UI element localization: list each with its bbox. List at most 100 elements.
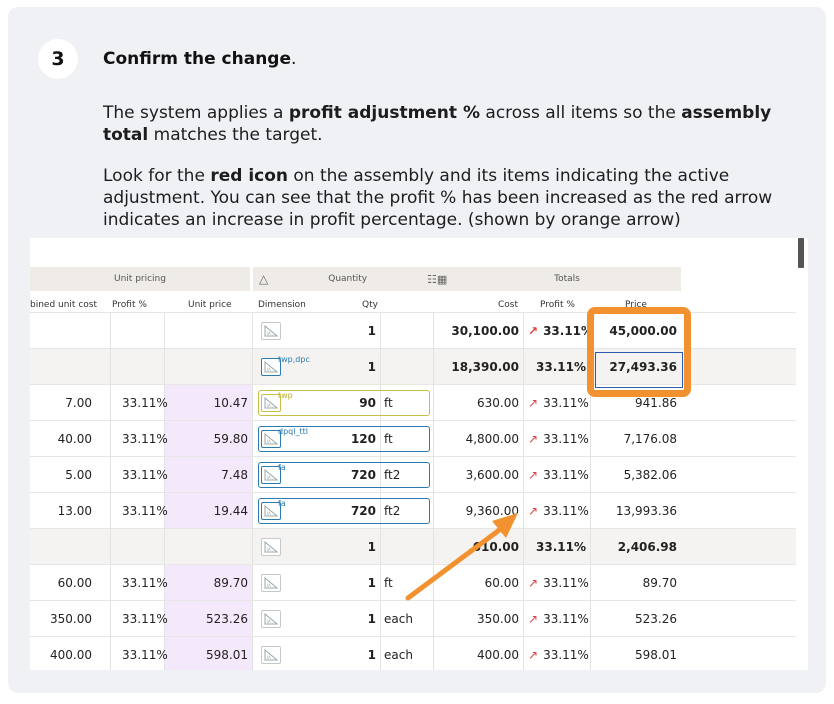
total-profit-cell[interactable]: ↗ 33.11% — [528, 601, 594, 637]
scrollbar-thumb[interactable] — [798, 238, 804, 268]
combined-unit-cost-cell[interactable]: 350.00 — [50, 612, 92, 626]
price-cell[interactable]: 27,493.36 — [609, 360, 677, 374]
column-divider — [252, 385, 253, 421]
total-profit-cell[interactable]: ↗ 33.11% — [528, 385, 594, 421]
unit-price-cell[interactable]: 598.01 — [206, 648, 248, 662]
table-row[interactable]: IA 1,610.00 33.11% 2,406.98 — [30, 528, 796, 565]
col-header-dimension[interactable]: Dimension — [258, 300, 306, 310]
dimension-icon[interactable]: IA — [261, 466, 281, 484]
unit-price-cell[interactable]: 7.48 — [221, 468, 248, 482]
cost-cell[interactable]: 3,600.00 — [465, 468, 519, 482]
table-row[interactable]: 400.00 33.11% 598.01 IA 1 each 400.00 ↗ 33.11% 59… — [30, 636, 796, 670]
total-profit-cell[interactable]: ↗ 33.11% — [528, 457, 594, 493]
dimension-icon[interactable]: IA — [261, 538, 281, 556]
combined-unit-cost-cell[interactable]: 5.00 — [65, 468, 92, 482]
total-profit-cell[interactable]: ↗ 33.11% — [528, 565, 594, 601]
dimension-icon[interactable]: IA — [261, 574, 281, 592]
table-row[interactable]: 13.00 33.11% 19.44 IA fa 720 ft2 9,360.00 ↗ 33.11… — [30, 492, 796, 529]
total-profit-cell[interactable]: ↗ 33.11% — [528, 421, 594, 457]
vertical-scrollbar[interactable] — [796, 238, 808, 670]
table-row[interactable]: 60.00 33.11% 89.70 IA 1 ft 60.00 ↗ 33.11% 89.70 — [30, 564, 796, 601]
price-cell[interactable]: 5,382.06 — [623, 468, 677, 482]
total-profit-cell[interactable]: 33.11% — [528, 349, 586, 385]
unit-price-cell[interactable]: 523.26 — [206, 612, 248, 626]
qty-cell[interactable]: 1 — [367, 324, 376, 338]
cost-cell[interactable]: 60.00 — [484, 576, 519, 590]
qty-cell[interactable]: 1 — [367, 576, 376, 590]
unit-price-cell[interactable]: 59.80 — [213, 432, 248, 446]
cost-cell[interactable]: 30,100.00 — [451, 324, 519, 338]
qty-cell[interactable]: 120 — [350, 432, 376, 446]
profit-percent-cell[interactable]: 33.11% — [122, 396, 168, 410]
col-header-price[interactable]: Price — [625, 300, 647, 310]
qty-cell[interactable]: 1 — [367, 360, 376, 374]
profit-percent-cell[interactable]: 33.11% — [122, 468, 168, 482]
dimension-icon[interactable]: IA — [261, 430, 281, 448]
table-row[interactable]: 350.00 33.11% 523.26 IA 1 each 350.00 ↗ 33.11% 52… — [30, 600, 796, 637]
qty-cell[interactable]: 1 — [367, 648, 376, 662]
price-cell[interactable]: 13,993.36 — [615, 504, 677, 518]
profit-percent-cell[interactable]: 33.11% — [122, 504, 168, 518]
price-cell[interactable]: 598.01 — [635, 648, 677, 662]
cost-cell[interactable]: 4,800.00 — [465, 432, 519, 446]
price-cell[interactable]: 2,406.98 — [617, 540, 677, 554]
col-header-total-profit[interactable]: Profit % — [540, 300, 575, 310]
quantity-input-box[interactable] — [258, 426, 430, 452]
total-profit-cell[interactable]: ↗ 33.11% — [528, 493, 594, 529]
dimension-icon[interactable]: IA — [261, 502, 281, 520]
unit-price-cell[interactable]: 89.70 — [213, 576, 248, 590]
price-cell[interactable]: 941.86 — [635, 396, 677, 410]
col-header-unit-price[interactable]: Unit price — [188, 300, 232, 310]
profit-percent-cell[interactable]: 33.11% — [122, 612, 168, 626]
cost-cell[interactable]: 400.00 — [477, 648, 519, 662]
combined-unit-cost-cell[interactable]: 13.00 — [57, 504, 92, 518]
table-row[interactable]: 7.00 33.11% 10.47 IA twp 90 ft 630.00 ↗ 33.11% 941… — [30, 384, 796, 421]
quantity-input-box[interactable] — [258, 390, 430, 416]
price-cell[interactable]: 45,000.00 — [609, 324, 677, 338]
col-header-profit[interactable]: Profit % — [112, 300, 147, 310]
combined-unit-cost-cell[interactable]: 40.00 — [57, 432, 92, 446]
column-divider — [433, 349, 434, 385]
cost-cell[interactable]: 9,360.00 — [465, 504, 519, 518]
col-header-combined-unit-cost[interactable]: bined unit cost — [30, 300, 97, 310]
total-profit-cell[interactable]: ↗ 33.11% — [528, 313, 594, 349]
qty-cell[interactable]: 1 — [367, 540, 376, 554]
cost-cell[interactable]: 630.00 — [477, 396, 519, 410]
trend-up-arrow-icon: ↗ — [528, 612, 539, 626]
qty-cell[interactable]: 1 — [367, 612, 376, 626]
column-divider — [380, 529, 381, 565]
dimension-icon[interactable]: IA — [261, 322, 281, 340]
unit-price-bg — [164, 421, 252, 457]
dimension-icon[interactable]: IA — [261, 610, 281, 628]
cost-cell[interactable]: 350.00 — [477, 612, 519, 626]
dimension-icon[interactable]: IA — [261, 358, 281, 376]
price-cell[interactable]: 89.70 — [642, 576, 677, 590]
cost-cell[interactable]: 18,390.00 — [451, 360, 519, 374]
combined-unit-cost-cell[interactable]: 7.00 — [65, 396, 92, 410]
table-row[interactable]: 40.00 33.11% 59.80 IA dpql_ttl 120 ft 4,800.00 ↗… — [30, 420, 796, 457]
profit-percent-cell[interactable]: 33.11% — [122, 432, 168, 446]
col-header-qty[interactable]: Qty — [362, 300, 378, 310]
total-profit-cell[interactable]: ↗ 33.11% — [528, 637, 594, 670]
table-row[interactable]: IA twp,dpc 1 18,390.00 33.11% 27,493.36 — [30, 348, 796, 385]
combined-unit-cost-cell[interactable]: 400.00 — [50, 648, 92, 662]
total-profit-cell[interactable]: 33.11% — [528, 529, 586, 565]
dimension-icon[interactable]: IA — [261, 394, 281, 412]
unit-price-cell[interactable]: 19.44 — [213, 504, 248, 518]
col-header-cost[interactable]: Cost — [498, 300, 519, 310]
quantity-input-box[interactable] — [258, 498, 430, 524]
dimension-icon[interactable]: IA — [261, 646, 281, 664]
qty-cell[interactable]: 720 — [350, 468, 376, 482]
qty-cell[interactable]: 720 — [350, 504, 376, 518]
table-row[interactable]: IA 1 30,100.00 ↗ 33.11% 45,000.00 — [30, 312, 796, 349]
price-cell[interactable]: 523.26 — [635, 612, 677, 626]
combined-unit-cost-cell[interactable]: 60.00 — [57, 576, 92, 590]
profit-percent-cell[interactable]: 33.11% — [122, 576, 168, 590]
price-cell[interactable]: 7,176.08 — [623, 432, 677, 446]
unit-price-cell[interactable]: 10.47 — [213, 396, 248, 410]
selected-price-cell[interactable] — [595, 352, 683, 388]
quantity-input-box[interactable] — [258, 462, 430, 488]
profit-percent-cell[interactable]: 33.11% — [122, 648, 168, 662]
table-row[interactable]: 5.00 33.11% 7.48 IA fa 720 ft2 3,600.00 ↗ 33.11% 5… — [30, 456, 796, 493]
qty-cell[interactable]: 90 — [359, 396, 376, 410]
